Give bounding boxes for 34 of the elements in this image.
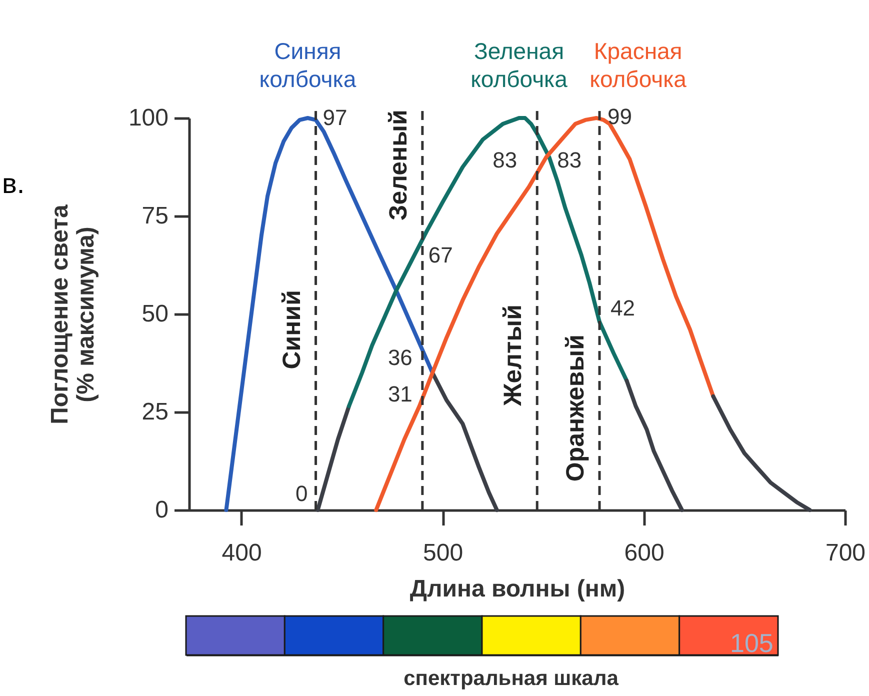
text: Синяя колбочка — [259, 38, 356, 92]
annotation: 36 — [388, 344, 412, 370]
annotation: 31 — [388, 381, 412, 406]
annotation: 105 — [730, 628, 774, 658]
y-tick-label: 100 — [128, 104, 168, 132]
x-axis-title: Длина волны (нм) — [410, 576, 626, 602]
y-tick-label: 0 — [155, 496, 168, 524]
annotation: 42 — [610, 295, 635, 320]
line-series — [316, 404, 351, 512]
line-series — [624, 378, 684, 512]
annotation: 97 — [322, 104, 348, 130]
series-label: Зеленая колбочка — [470, 38, 568, 92]
x-axis-title: спектральная шкала — [404, 667, 619, 690]
y-axis-title: Поглощение света (% максимума) — [46, 204, 100, 424]
y-tick-label: 75 — [142, 202, 168, 230]
x-tick-label: 700 — [825, 540, 866, 566]
y-tick-label: 50 — [142, 300, 168, 328]
ref-line-label: Синий — [278, 290, 306, 370]
x-tick-label: 400 — [222, 540, 262, 566]
ref-line-label: Зеленый — [384, 110, 412, 220]
ref-line-label: Оранжевый — [562, 334, 590, 482]
line-series — [430, 370, 499, 512]
ref-line-label: Желтый — [499, 304, 528, 407]
x-tick-label: 500 — [423, 540, 464, 566]
annotation: 67 — [428, 242, 453, 268]
y-tick-label: 25 — [142, 398, 168, 426]
annotation: 99 — [608, 104, 632, 129]
series-label: Красная колбочка — [590, 38, 687, 92]
annotation: 83 — [557, 148, 582, 173]
x-tick-label: 600 — [624, 540, 664, 566]
annotation: 0 — [296, 481, 308, 506]
annotation: 83 — [492, 148, 518, 173]
text: в. — [2, 168, 25, 199]
line-series — [711, 394, 812, 512]
